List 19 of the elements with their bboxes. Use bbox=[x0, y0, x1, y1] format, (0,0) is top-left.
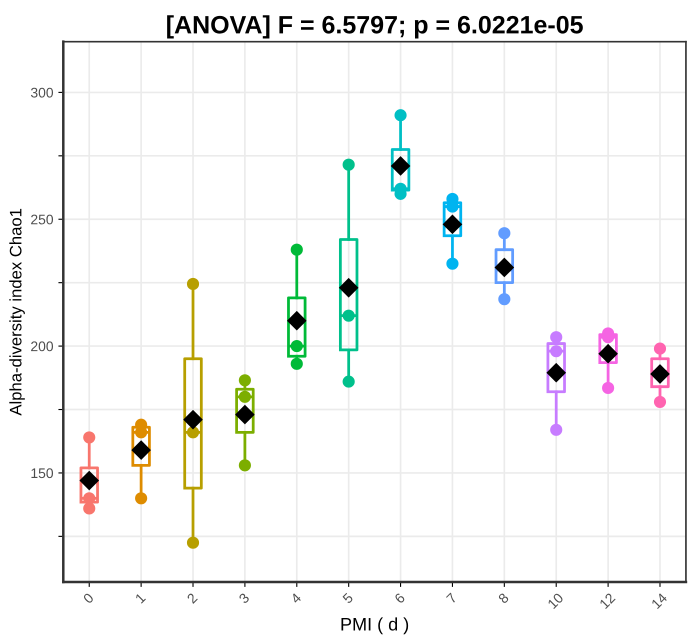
x-tick-label: 2 bbox=[186, 592, 198, 604]
x-tick-label: 12 bbox=[599, 592, 616, 610]
y-tick-label: 300 bbox=[30, 88, 54, 98]
x-tick-label: 7 bbox=[446, 592, 458, 604]
x-tick-label: 6 bbox=[394, 592, 406, 604]
chart-title: [ANOVA] F = 6.5797; p = 6.0221e-05 bbox=[167, 15, 583, 39]
x-tick-label: 1 bbox=[134, 592, 146, 604]
x-axis-title: PMI ( d ) bbox=[341, 617, 408, 634]
x-tick-label: 4 bbox=[290, 592, 302, 604]
y-tick-label: 250 bbox=[31, 214, 54, 224]
x-tick-label: 14 bbox=[651, 592, 668, 610]
y-tick-label: 150 bbox=[31, 468, 54, 478]
x-tick-label: 8 bbox=[498, 592, 510, 604]
x-tick-label: 5 bbox=[342, 592, 354, 604]
y-tick-label: 200 bbox=[31, 341, 54, 352]
x-tick-label: 10 bbox=[547, 592, 564, 610]
x-tick-label: 3 bbox=[238, 592, 250, 604]
y-axis-title: Alpha-diversity index Chao1 bbox=[9, 208, 25, 416]
x-tick-label: 0 bbox=[82, 592, 94, 604]
